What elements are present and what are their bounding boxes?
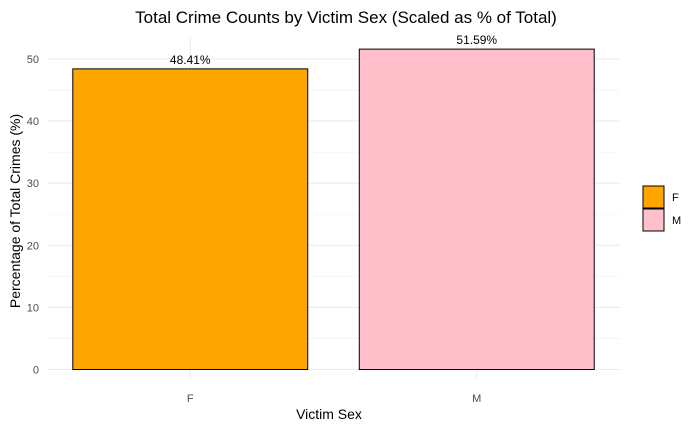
y-tick-label: 40 (27, 116, 39, 128)
y-axis-ticks: 0 10 20 30 40 50 (27, 54, 39, 377)
legend-label-f: F (672, 192, 679, 204)
legend-key-m (642, 208, 665, 232)
data-label-f: 48.41% (170, 53, 211, 67)
data-label-m: 51.59% (456, 33, 497, 47)
bar-m (358, 48, 595, 370)
x-axis-title: Victim Sex (296, 406, 362, 422)
y-axis-title: Percentage of Total Crimes (%) (7, 114, 23, 308)
legend-label-m: M (672, 215, 681, 227)
y-tick-label: 10 (27, 302, 39, 314)
y-tick-label: 20 (27, 240, 39, 252)
data-labels: 48.41% 51.59% (170, 33, 498, 67)
y-tick-label: 50 (27, 54, 39, 66)
chart-title: Total Crime Counts by Victim Sex (Scaled… (135, 8, 557, 27)
y-tick-label: 0 (33, 365, 39, 377)
legend: FM (642, 185, 681, 232)
legend-key-f (642, 185, 665, 209)
bar-f (72, 68, 309, 370)
x-tick-label-m: M (472, 393, 481, 405)
x-tick-label-f: F (187, 393, 194, 405)
bars (72, 48, 595, 370)
y-tick-label: 30 (27, 178, 39, 190)
